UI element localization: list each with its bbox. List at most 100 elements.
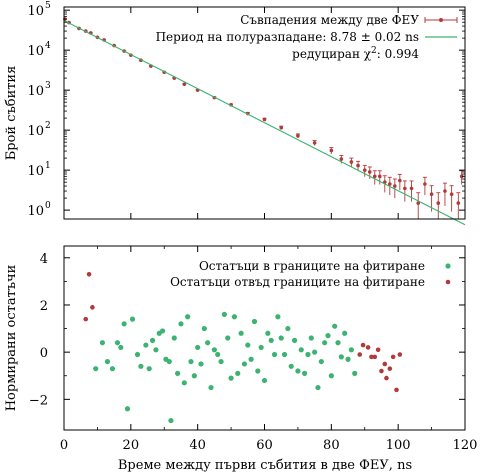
top-y-tick-label: 10 <box>27 124 44 139</box>
residual-point-inside <box>124 406 131 412</box>
residual-point-inside <box>208 384 214 391</box>
top-data-point <box>402 180 407 202</box>
bottom-data-layer <box>83 272 403 424</box>
bottom-y-tick-label: 4 <box>40 252 48 267</box>
residual-point-inside <box>146 366 152 372</box>
bottom-x-tick-label: 40 <box>189 438 206 453</box>
residual-point-inside <box>255 368 261 374</box>
residual-point-inside <box>285 325 291 332</box>
residual-point-inside <box>245 342 251 348</box>
top-y-tick-exponent: 0 <box>45 201 51 211</box>
residual-point-inside <box>241 361 248 367</box>
top-data-point <box>279 125 284 130</box>
residual-point-inside <box>291 337 298 343</box>
residual-point-outside <box>387 366 393 371</box>
residual-point-inside <box>129 316 136 322</box>
residual-point-outside <box>372 354 378 360</box>
top-y-tick-exponent: 3 <box>45 81 51 91</box>
bottom-x-tick-label: 20 <box>123 438 140 453</box>
fit-line <box>63 20 466 226</box>
residual-point-inside <box>308 335 314 341</box>
residual-point-outside <box>384 375 389 381</box>
top-data-point <box>312 140 317 146</box>
residual-point-outside <box>86 272 92 277</box>
top-legend: Съвпадения между две ФЕУ Период на полур… <box>156 13 458 61</box>
bottom-x-tick-label: 80 <box>323 438 340 453</box>
residual-point-inside <box>318 358 324 365</box>
residual-point-inside <box>342 330 348 336</box>
top-y-tick-exponent: 2 <box>45 121 51 131</box>
residual-point-inside <box>201 325 207 332</box>
bottom-plot-frame <box>63 245 466 431</box>
top-y-axis-label: Брой събития <box>4 66 19 161</box>
residual-point-inside <box>325 333 331 339</box>
residual-point-outside <box>379 368 384 374</box>
residual-point-inside <box>93 366 99 372</box>
residual-point-inside <box>268 337 274 343</box>
residual-point-inside <box>261 377 268 384</box>
residual-point-inside <box>178 321 184 327</box>
legend-entry-fit: Период на полуразпадане: 8.78 ± 0.02 ns <box>156 30 419 44</box>
residual-point-inside <box>248 356 254 362</box>
residual-point-inside <box>332 323 338 329</box>
residual-point-inside <box>215 351 221 358</box>
top-data-point <box>367 166 372 180</box>
residual-point-inside <box>295 368 301 374</box>
bottom-ticks: 0 20 40 60 80 100 120 −2 0 2 4 <box>29 246 477 453</box>
residual-point-inside <box>143 342 149 348</box>
top-data-point <box>416 192 421 219</box>
residual-point-inside <box>109 366 116 372</box>
top-data-point <box>295 133 300 139</box>
x-axis-label: Време между първи събития в две ФЕУ, ns <box>118 458 412 473</box>
top-data-point <box>349 157 354 167</box>
residual-point-inside <box>121 321 127 327</box>
residual-point-inside <box>225 335 231 341</box>
residual-point-inside <box>352 370 358 376</box>
residual-point-outside <box>394 387 399 393</box>
residual-point-inside <box>258 344 264 351</box>
bottom-y-tick-label: −2 <box>29 393 48 408</box>
residual-point-inside <box>118 344 124 351</box>
residual-point-outside <box>90 305 95 310</box>
residual-point-outside <box>357 352 363 357</box>
residual-point-inside <box>348 347 354 353</box>
top-data-point <box>397 173 402 191</box>
bottom-x-tick-label: 100 <box>386 438 411 453</box>
residual-point-inside <box>218 358 224 365</box>
residual-point-inside <box>211 347 217 353</box>
top-y-tick-exponent: 4 <box>45 41 51 51</box>
residual-point-inside <box>345 356 351 362</box>
residual-point-inside <box>185 314 191 320</box>
top-y-tick-exponent: 5 <box>45 1 51 11</box>
residual-point-outside <box>390 354 396 360</box>
top-data-layer <box>63 17 464 219</box>
bottom-x-tick-label: 0 <box>60 438 68 453</box>
residual-point-inside <box>328 373 334 379</box>
residual-point-outside <box>83 316 89 322</box>
legend-entry-chi: редуциран χ2: 0.994 <box>292 46 419 61</box>
top-y-tick-label: 10 <box>27 4 44 19</box>
top-y-tick-label: 10 <box>27 164 44 179</box>
top-data-point <box>422 176 427 196</box>
residual-point-inside <box>271 351 278 358</box>
residual-point-inside <box>198 361 204 367</box>
residual-point-inside <box>312 349 318 355</box>
residual-point-inside <box>288 363 294 369</box>
residual-point-inside <box>278 335 284 341</box>
top-data-point <box>436 192 441 219</box>
residual-point-inside <box>99 340 106 346</box>
residual-point-inside <box>188 358 194 365</box>
top-y-tick-label: 10 <box>27 44 44 59</box>
residual-point-inside <box>302 370 308 376</box>
top-y-tick-exponent: 1 <box>45 161 51 171</box>
legend-entry-data: Съвпадения между две ФЕУ <box>240 13 419 27</box>
legend-entry-inside: Остатъци в границите на фитиране <box>199 259 425 273</box>
top-data-point <box>262 117 267 122</box>
legend-entry-outside: Остатъци отвъд границите на фитиране <box>170 275 425 289</box>
residual-point-inside <box>153 347 159 353</box>
residual-point-outside <box>365 345 371 350</box>
